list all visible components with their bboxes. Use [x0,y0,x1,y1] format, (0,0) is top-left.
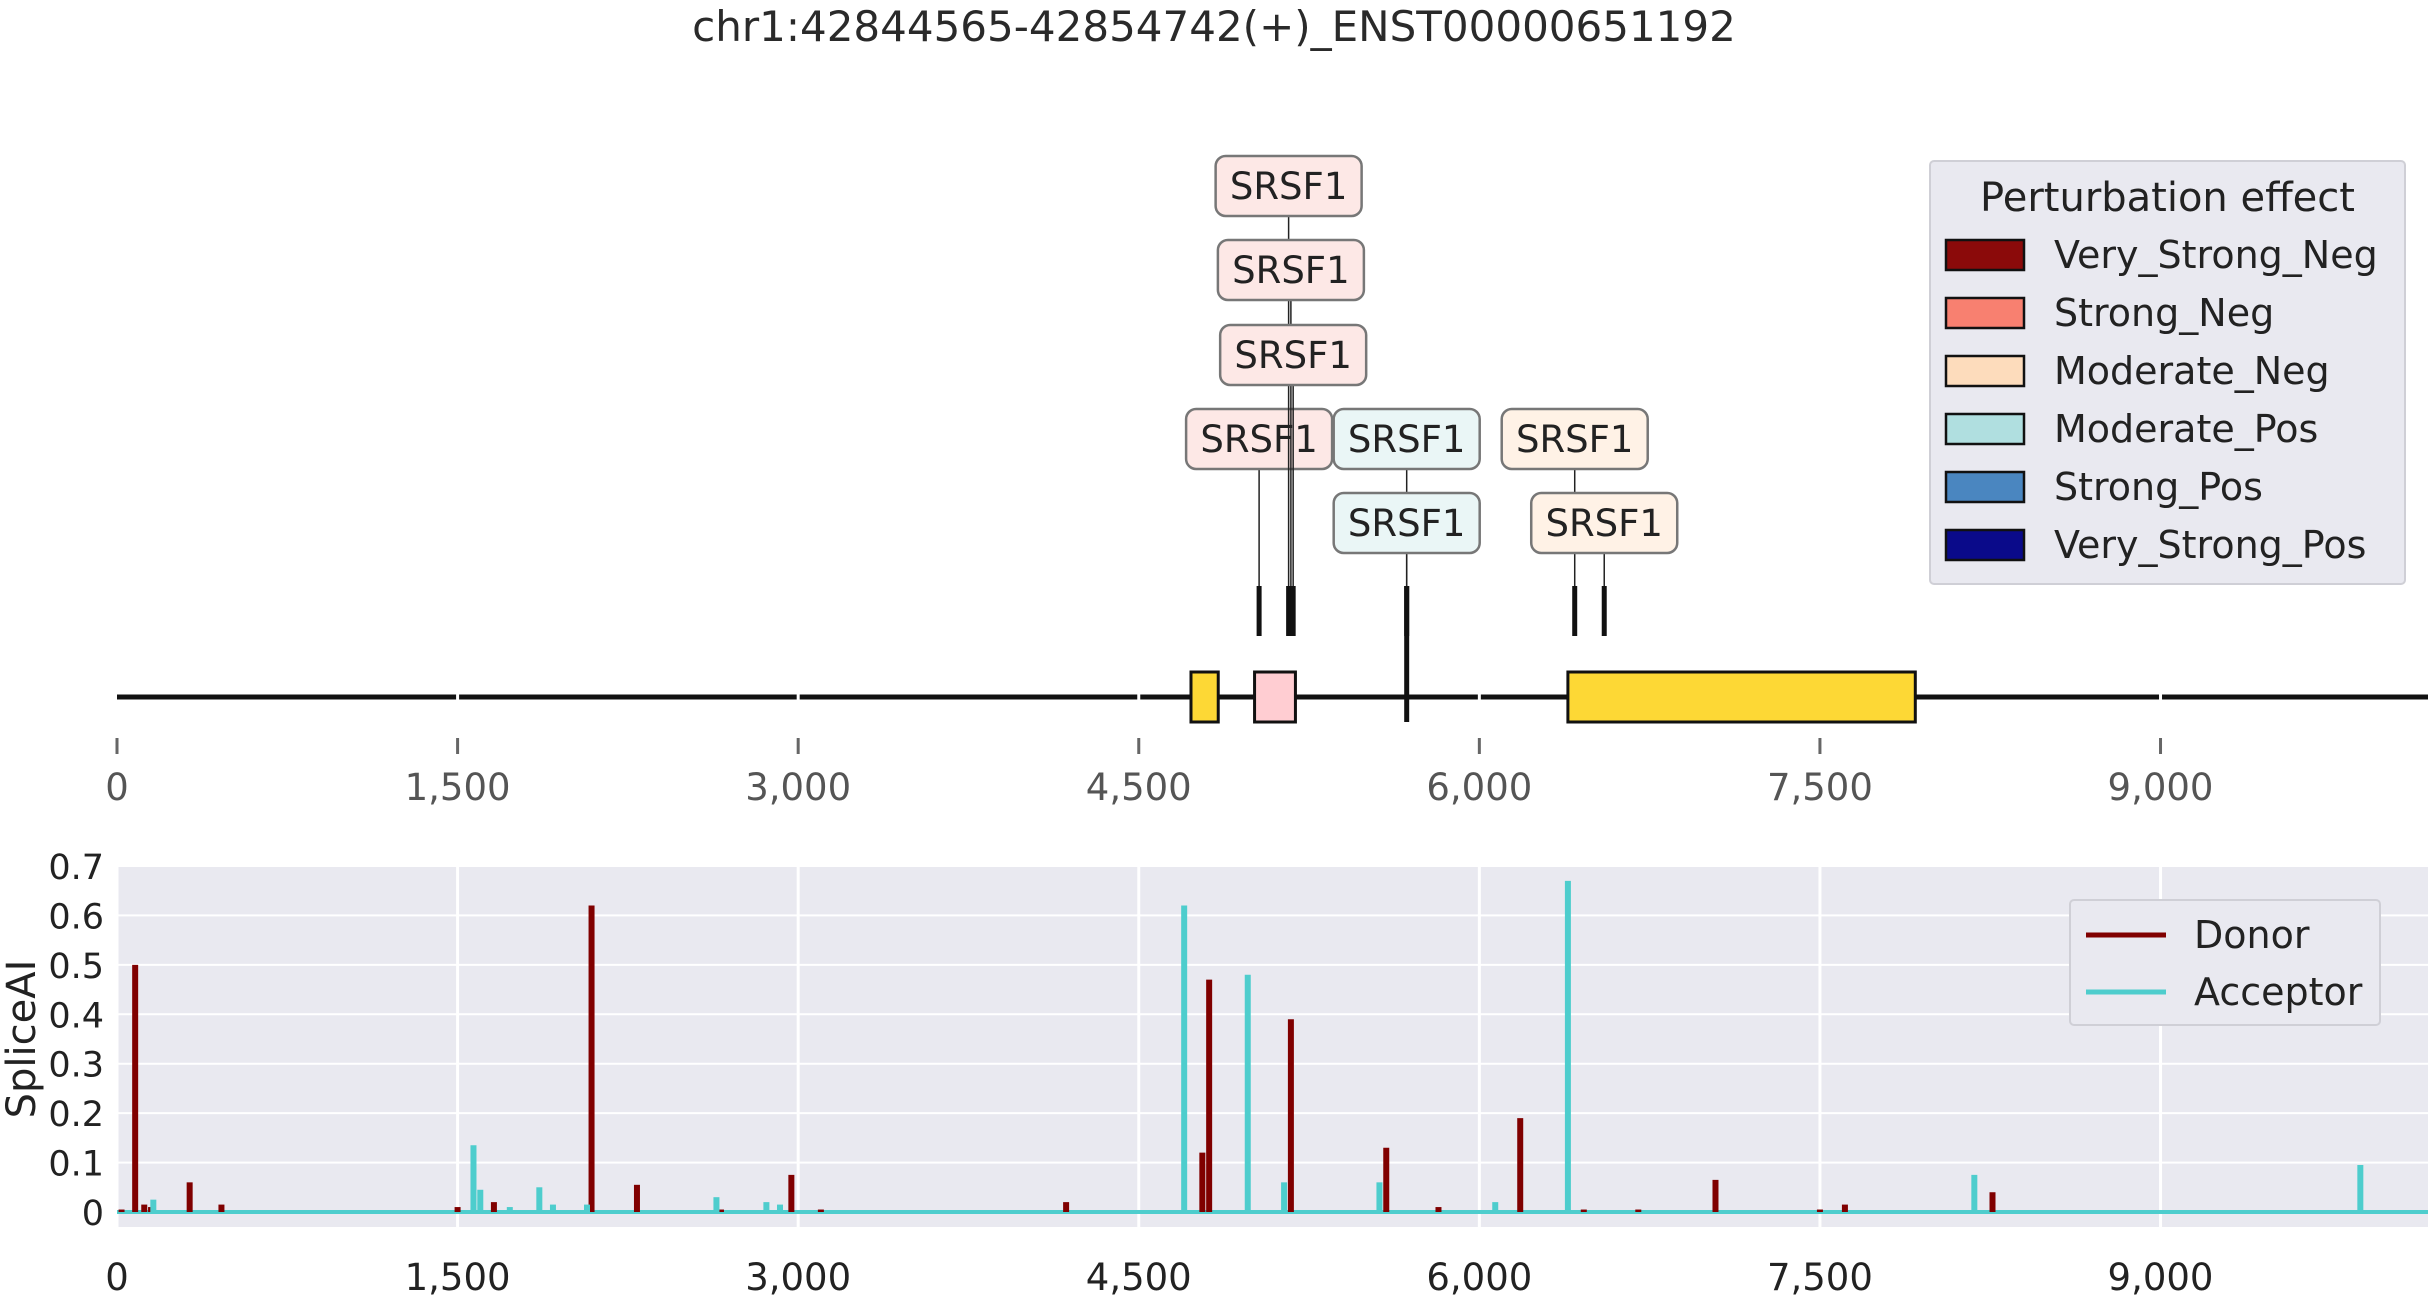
binding-site-label-box [1216,238,1366,302]
binding-site-label-box [1218,323,1368,387]
legend-swatch [1944,412,2026,446]
binding-site-label-box [1214,154,1363,218]
binding-site-label: SRSF1 [1516,418,1634,461]
legend-label: Moderate_Neg [2054,349,2330,393]
y-tick-label: 0.7 [48,848,104,888]
plot-background [117,866,2428,1227]
top-x-tick-label: 6,000 [1426,766,1532,809]
y-tick-label: 0 [82,1194,104,1234]
legend-swatch [1944,470,2026,504]
binding-site-label: SRSF1 [1545,502,1663,545]
legend-swatch [1944,296,2026,330]
top-x-tick-label: 4,500 [1086,766,1192,809]
binding-site-label: SRSF1 [1348,418,1466,461]
splice-legend-label: Donor [2194,913,2310,957]
exon-block [1566,670,1917,724]
bottom-x-tick-label: 0 [105,1256,129,1299]
binding-site-label: SRSF1 [1348,502,1466,545]
splice-legend-label: Acceptor [2194,970,2363,1014]
bottom-x-tick-label: 3,000 [745,1256,851,1299]
legend-label: Very_Strong_Neg [2054,233,2378,277]
legend-swatch [1944,238,2026,272]
legend-label: Moderate_Pos [2054,407,2318,451]
binding-site-label: SRSF1 [1232,249,1350,292]
y-tick-label: 0.4 [48,996,104,1036]
legend-label: Strong_Pos [2054,465,2263,509]
bottom-x-tick-label: 7,500 [1767,1256,1873,1299]
binding-site-label: SRSF1 [1234,334,1352,377]
bottom-x-tick-label: 6,000 [1426,1256,1532,1299]
top-x-tick-label: 3,000 [745,766,851,809]
y-axis-label: SpliceAI [0,960,45,1119]
top-x-tick-label: 0 [105,766,129,809]
y-tick-label: 0.2 [48,1095,104,1135]
top-x-tick-label: 1,500 [405,766,511,809]
legend-box [1929,160,2406,585]
legend-swatch [1944,528,2026,562]
binding-site-label-box [1332,491,1481,555]
y-tick-label: 0.6 [48,897,104,937]
binding-site-label: SRSF1 [1230,165,1348,208]
bottom-x-tick-label: 9,000 [2108,1256,2214,1299]
y-tick-label: 0.3 [48,1046,104,1086]
top-x-tick-label: 9,000 [2108,766,2214,809]
exon-block [1189,670,1220,724]
chart-title: chr1:42844565-42854742(+)_ENST0000065119… [692,2,1736,51]
binding-site-label-box [1184,407,1334,471]
legend-label: Very_Strong_Pos [2054,523,2366,567]
y-tick-label: 0.1 [48,1145,104,1185]
legend-title: Perturbation effect [1980,175,2355,221]
legend-swatch [1944,354,2026,388]
binding-site-label-box [1332,407,1481,471]
binding-site-label-box [1529,491,1679,555]
legend-label: Strong_Neg [2054,291,2274,335]
binding-site-label-box [1500,407,1649,471]
bottom-x-tick-label: 4,500 [1086,1256,1192,1299]
bottom-x-tick-label: 1,500 [405,1256,511,1299]
binding-site-label: SRSF1 [1200,418,1318,461]
y-tick-label: 0.5 [48,947,104,987]
exon-block [1253,670,1297,724]
top-x-tick-label: 7,500 [1767,766,1873,809]
